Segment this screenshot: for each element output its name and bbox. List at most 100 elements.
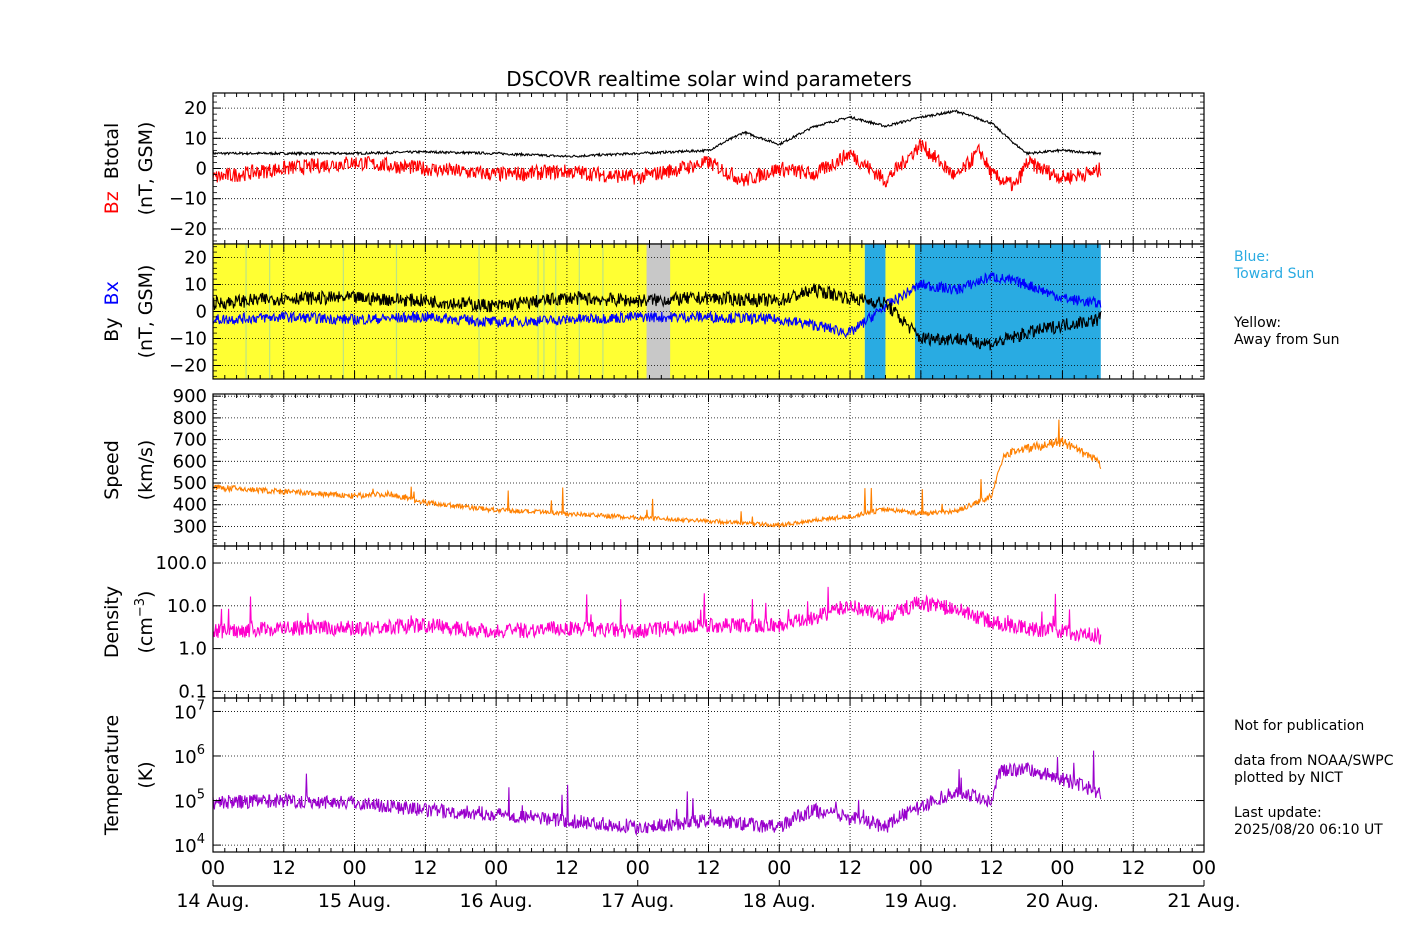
series-line-bx [212,272,1102,339]
y-tick-label: −10 [169,189,207,210]
ylabel-unit-close: ) [135,591,157,598]
series-line-bz [212,139,1102,192]
x-tick-label-date: 21 Aug. [1167,890,1240,912]
y-axis-label: Speed [101,440,123,500]
y-tick-label: 104 [174,832,205,857]
sector-stripe [602,244,604,379]
y-axis-label: Bz Btotal [101,123,123,215]
y-tick-label: 300 [173,516,207,537]
y-tick-label: 107 [174,698,205,723]
y-tick-label: −20 [169,219,207,240]
chart-panels: −20 −10 0 10 20 Bz Btotal (nT, GSM) −20 −10 0 10 20… [101,92,1205,857]
y-tick-label-exponent: 6 [197,743,205,758]
x-tick-label-hour: 12 [696,857,720,879]
y-tick-label-exponent: 7 [197,698,205,713]
x-tick-label-hour: 12 [980,857,1004,879]
x-tick-label-hour: 00 [201,857,225,879]
y-tick-label-base: 10 [174,836,197,857]
sector-stripe [478,244,480,379]
y-tick-label: 20 [184,98,207,119]
panel-magnetic-field: −20 −10 0 10 20 Bz Btotal (nT, GSM) [101,92,1205,245]
panel-imf-by-bx: −20 −10 0 10 20 By Bx (nT, GSM) [101,243,1205,380]
y-tick-label: 100.0 [155,553,207,574]
y-tick-label-base: 10 [174,702,197,723]
x-tick-label-date: 19 Aug. [884,890,957,912]
ylabel-space [101,305,123,317]
away-sun-note-2: Away from Sun [1234,332,1339,348]
x-tick-label-date: 17 Aug. [601,890,674,912]
y-tick-label: 900 [173,386,207,407]
x-tick-label-hour: 12 [1121,857,1145,879]
x-tick-label-hour: 00 [1050,857,1074,879]
y-tick-label: 400 [173,495,207,516]
sector-stripe [269,244,271,379]
y-tick-label: 700 [173,430,207,451]
y-axis-unit: (K) [135,761,157,788]
y-tick-label: 1.0 [178,639,207,660]
ylabel-unit-exponent: −3 [133,598,148,617]
y-tick-label: 0.1 [178,681,207,702]
ylabel-btotal: Btotal [101,123,123,179]
y-axis-label: Temperature [101,715,123,836]
panel-density: 0.1 1.0 10.0 100.0 Density (cm−3) [101,545,1205,702]
side-notes: Blue: Toward Sun Yellow: Away from Sun N… [1233,249,1394,838]
series-line-density [212,586,1102,645]
y-tick-label-exponent: 4 [197,832,205,847]
y-tick-label: 10.0 [167,596,207,617]
y-tick-label: 500 [173,473,207,494]
toward-sun-note-1: Blue: [1234,249,1270,265]
y-tick-label-base: 10 [174,792,197,813]
x-tick-label-hour: 00 [1192,857,1216,879]
x-tick-label-hour: 00 [767,857,791,879]
away-sun-note-1: Yellow: [1233,315,1281,331]
y-axis-label: By Bx [101,281,123,342]
y-tick-label: 0 [196,159,207,180]
plotted-by-note: plotted by NICT [1234,770,1343,786]
ylabel-space [101,179,123,191]
x-tick-label-hour: 12 [272,857,296,879]
y-axis-unit: (nT, GSM) [135,265,157,359]
y-tick-label: 20 [184,248,207,269]
ylabel-bz: Bz [101,191,123,214]
toward-sun-note-2: Toward Sun [1233,266,1314,282]
y-tick-label: 105 [174,788,205,813]
x-tick-label-date: 15 Aug. [318,890,391,912]
last-update-value: 2025/08/20 06:10 UT [1234,822,1383,838]
last-update-label: Last update: [1234,805,1322,821]
x-tick-label-hour: 12 [838,857,862,879]
series-line-by [212,283,1102,351]
sector-band-toward [864,244,886,379]
y-tick-label: 10 [184,128,207,149]
y-tick-label: 600 [173,451,207,472]
sector-stripe [537,244,539,379]
x-tick-label-hour: 12 [413,857,437,879]
figure-title: DSCOVR realtime solar wind parameters [506,67,912,91]
series-line-speed [212,419,1102,530]
ylabel-unit-base: (cm [135,617,157,653]
sector-stripe [342,244,344,379]
y-axis-unit: (nT, GSM) [135,122,157,216]
x-tick-label-hour: 00 [342,857,366,879]
y-tick-label: −20 [169,356,207,377]
series-line-temperature [212,750,1102,837]
sector-band-gap [646,244,671,379]
x-axis: 00 12 00 12 00 12 00 12 00 12 00 12 00 12 00 14 Aug. 15 … [176,857,1240,912]
y-tick-label-base: 10 [174,747,197,768]
y-tick-label: 800 [173,408,207,429]
series-line-btotal [212,109,1102,158]
x-tick-label-date: 18 Aug. [743,890,816,912]
panel-frame [212,697,1205,853]
ylabel-by: By [101,318,123,342]
x-tick-label-hour: 00 [909,857,933,879]
y-axis-label: Density [101,586,123,658]
data-source-note: data from NOAA/SWPC [1234,753,1394,769]
y-tick-label: 10 [184,275,207,296]
x-tick-label-hour: 00 [626,857,650,879]
y-tick-label: 0 [196,302,207,323]
y-tick-label: 106 [174,743,205,768]
y-axis-unit: (cm−3) [133,591,157,654]
x-tick-label-hour: 12 [555,857,579,879]
